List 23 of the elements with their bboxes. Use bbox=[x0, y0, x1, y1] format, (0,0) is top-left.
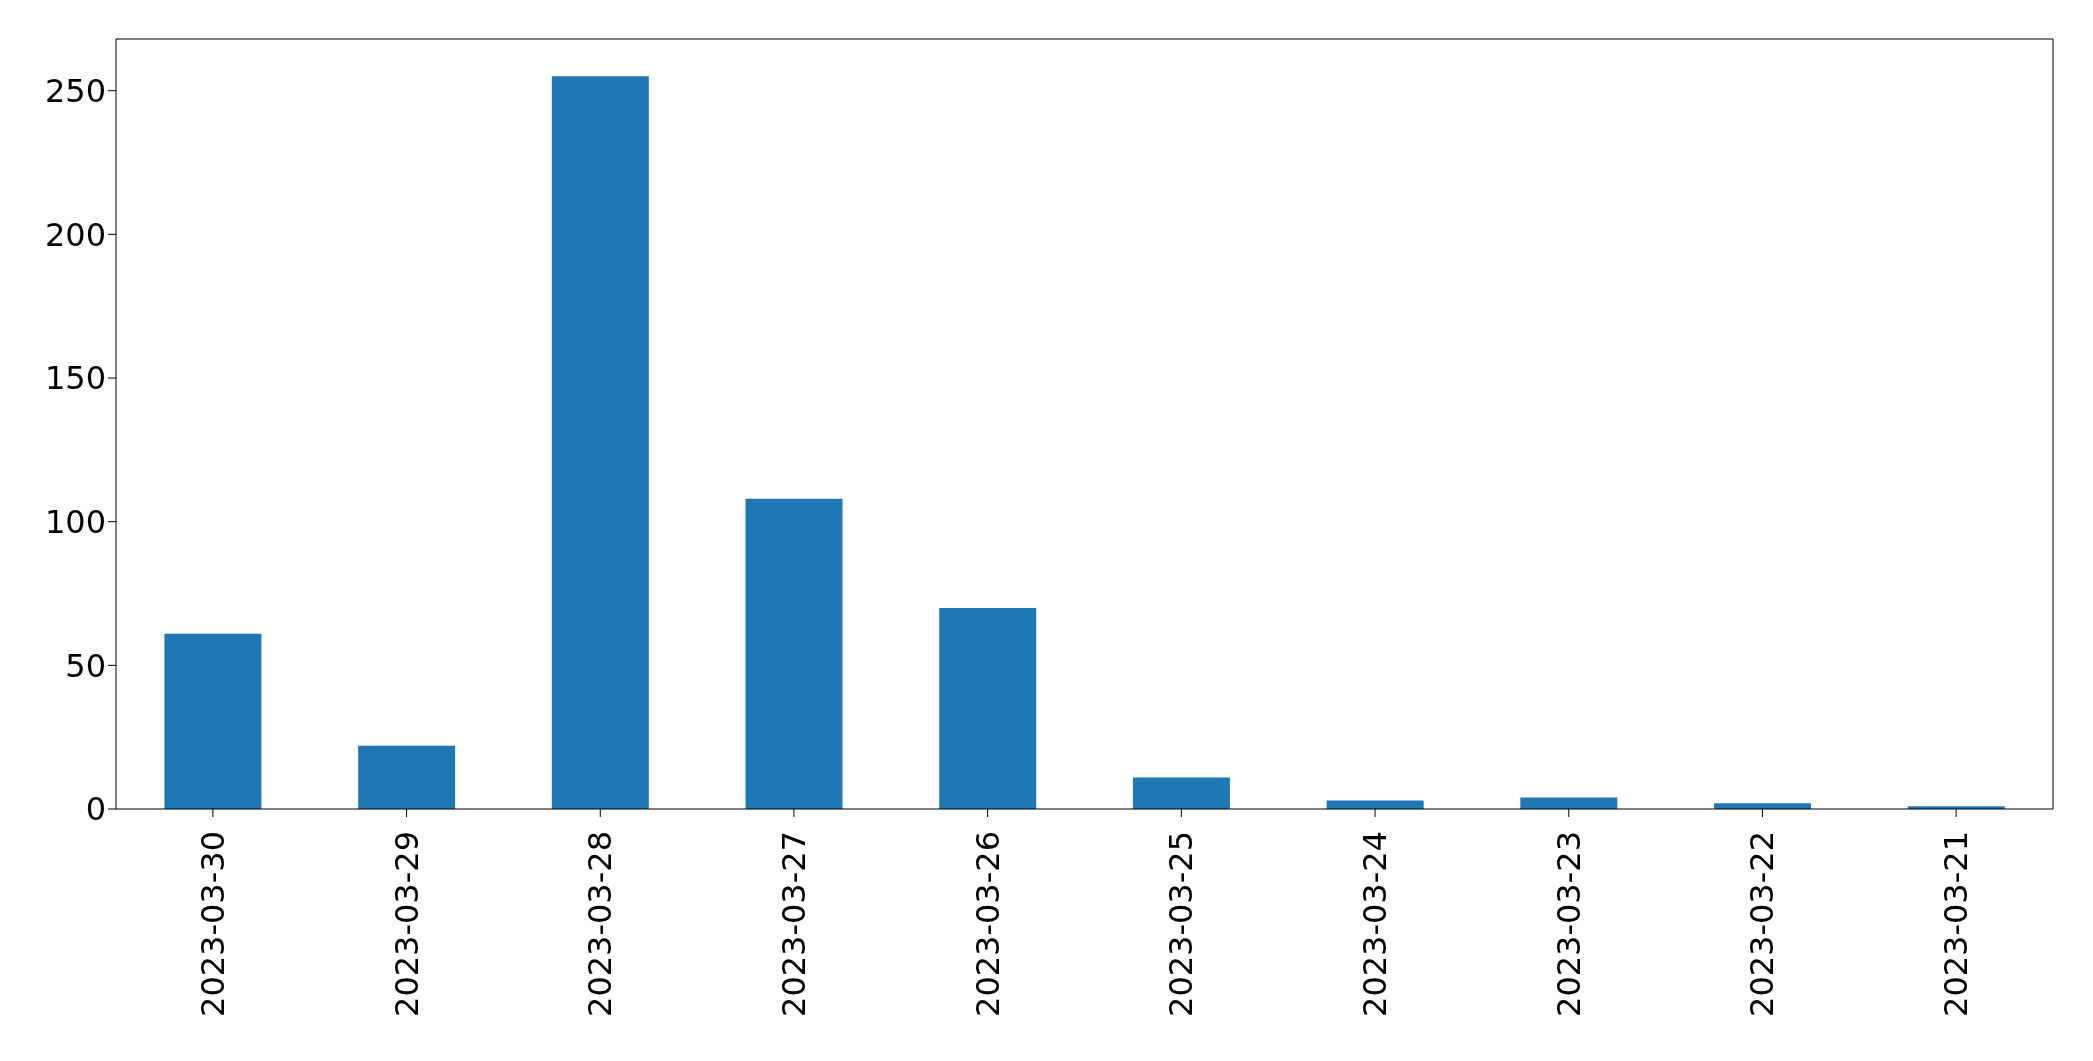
bar bbox=[745, 498, 843, 809]
x-tick-label: 2023-03-27 bbox=[774, 831, 813, 1017]
bar bbox=[1326, 800, 1424, 809]
x-tick-label: 2023-03-25 bbox=[1162, 831, 1201, 1017]
bar bbox=[1132, 777, 1230, 809]
y-tick-label: 150 bbox=[44, 359, 106, 398]
x-tick-label: 2023-03-30 bbox=[193, 831, 232, 1017]
bar bbox=[358, 745, 456, 809]
x-tick-label: 2023-03-28 bbox=[581, 831, 620, 1017]
y-tick-label: 50 bbox=[65, 646, 106, 685]
bar bbox=[551, 76, 649, 809]
x-tick-label: 2023-03-29 bbox=[387, 831, 426, 1017]
x-tick-label: 2023-03-24 bbox=[1356, 831, 1395, 1017]
x-tick-label: 2023-03-23 bbox=[1549, 831, 1588, 1017]
x-tick-label: 2023-03-26 bbox=[968, 831, 1007, 1017]
x-tick-label: 2023-03-21 bbox=[1937, 831, 1976, 1017]
bar bbox=[164, 633, 262, 809]
bar bbox=[939, 607, 1037, 809]
y-tick-label: 200 bbox=[44, 215, 106, 254]
x-tick-label: 2023-03-22 bbox=[1743, 831, 1782, 1017]
y-tick-label: 250 bbox=[44, 72, 106, 111]
y-tick-label: 0 bbox=[85, 790, 106, 829]
y-tick-label: 100 bbox=[44, 503, 106, 542]
